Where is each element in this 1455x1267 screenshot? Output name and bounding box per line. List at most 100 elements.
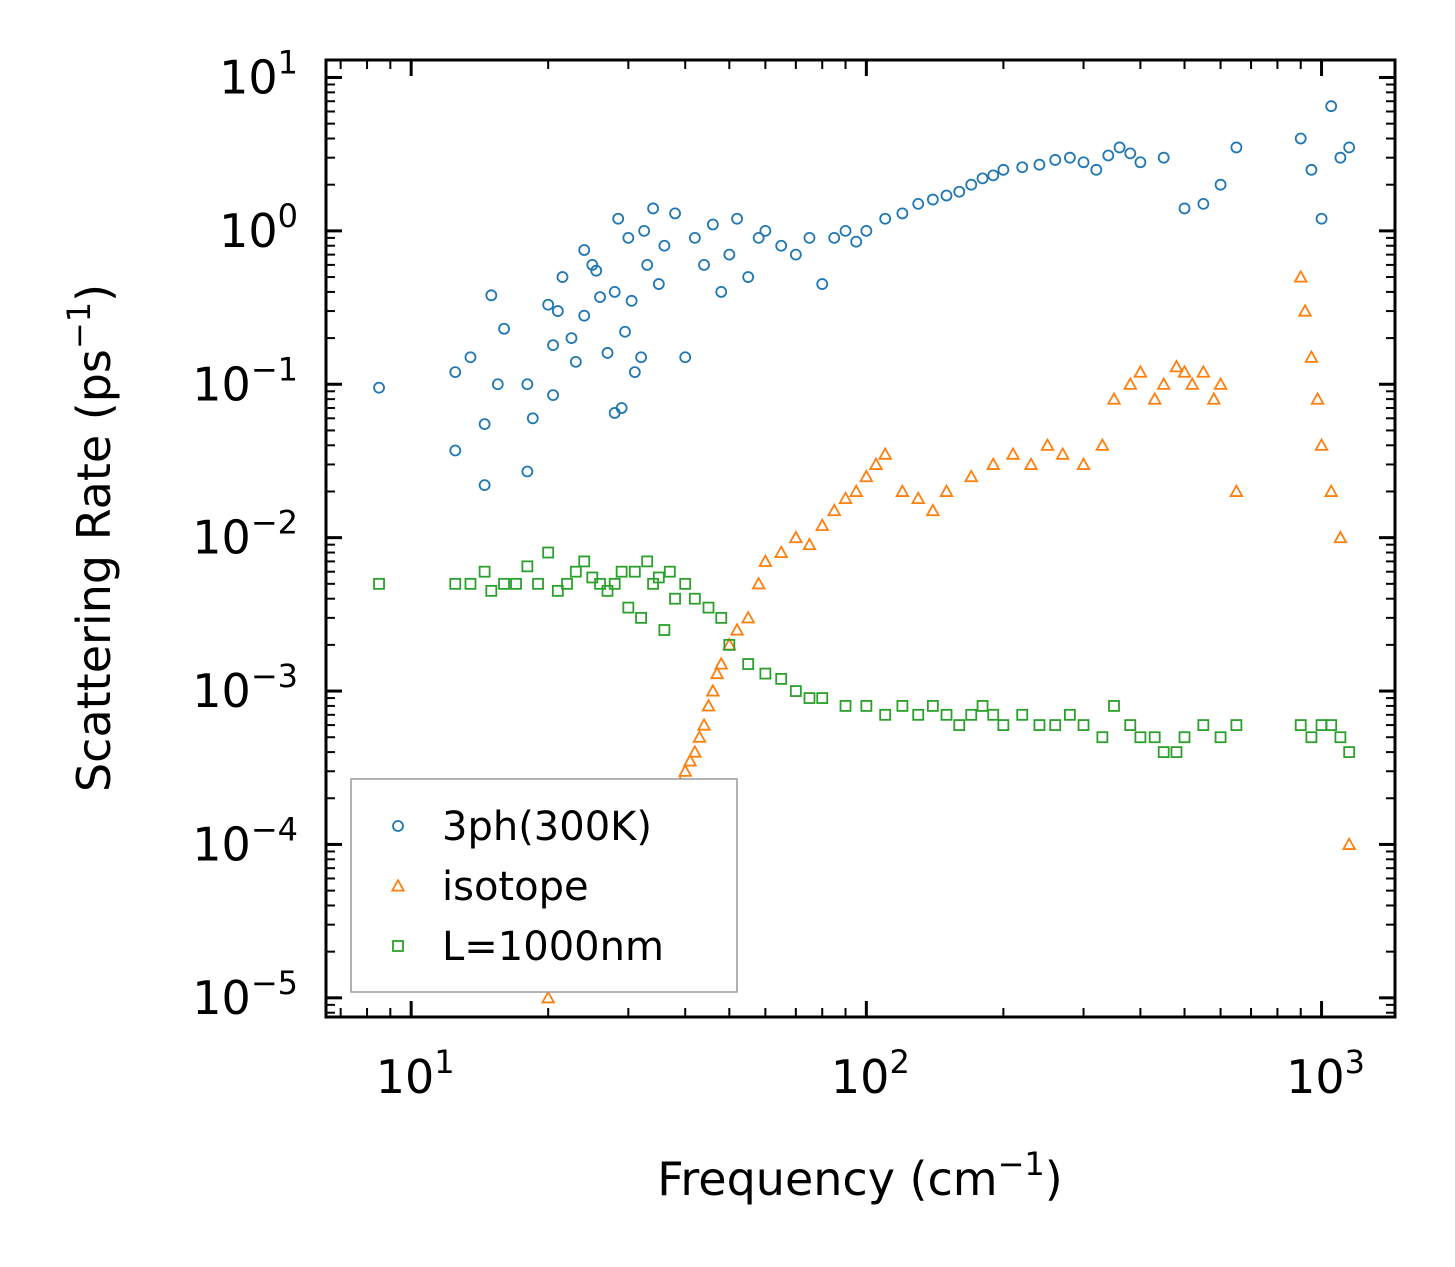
axis-tick-labels: 101 102 103 10−5 10−4 10−3 10−2 10−1 100 101 (192, 43, 1365, 1104)
data-point (1033, 719, 1046, 731)
data-point (1304, 349, 1319, 363)
data-point (939, 483, 954, 497)
data-point (965, 708, 978, 721)
data-point (1230, 719, 1243, 731)
data-point (705, 683, 721, 697)
y-tick-label: 101 (219, 43, 298, 104)
data-point (615, 565, 628, 578)
data-point (803, 231, 816, 244)
data-point (542, 298, 555, 311)
data-point (547, 339, 559, 352)
data-point (1177, 364, 1192, 378)
data-point (578, 309, 591, 322)
data-point (478, 479, 491, 492)
data-point (679, 351, 692, 364)
data-point (601, 347, 614, 359)
data-point (682, 753, 698, 767)
data-point (1333, 530, 1348, 544)
data-point (1108, 700, 1120, 712)
data-point (758, 553, 773, 567)
data-point (1315, 719, 1328, 731)
data-point (976, 172, 989, 185)
data-point (997, 719, 1010, 731)
data-point (1124, 147, 1137, 160)
data-point (1325, 719, 1338, 731)
data-point (556, 271, 569, 283)
data-point (608, 577, 621, 590)
data-point (775, 673, 788, 685)
data-point (1214, 731, 1227, 744)
data-point (1090, 163, 1103, 176)
data-point (464, 351, 477, 364)
data-point (789, 248, 802, 261)
data-point (1197, 719, 1210, 731)
data-point (751, 576, 766, 590)
data-point (590, 264, 603, 277)
y-tick-label: 100 (219, 197, 298, 258)
data-point (987, 708, 1000, 721)
data-point (485, 289, 498, 302)
data-point (619, 325, 631, 338)
data-point (859, 469, 874, 483)
data-point (879, 212, 892, 225)
data-point (1341, 836, 1357, 850)
data-point (773, 544, 789, 559)
data-point (702, 601, 715, 614)
data-point (658, 239, 671, 252)
data-point (1213, 376, 1228, 390)
data-point (1063, 151, 1076, 164)
data-point (663, 565, 676, 578)
data-point (608, 407, 621, 419)
data-point (498, 577, 510, 590)
data-point (1178, 731, 1191, 744)
data-point (868, 456, 884, 470)
data-point (578, 555, 591, 568)
data-point (491, 378, 504, 391)
data-point (940, 189, 953, 202)
data-point (1106, 391, 1122, 405)
data-point (521, 465, 534, 478)
data-point (1077, 719, 1090, 731)
data-point (615, 402, 628, 414)
data-point (953, 719, 966, 731)
data-point (1157, 746, 1170, 758)
data-point (658, 624, 671, 636)
data-point (713, 656, 729, 670)
data-point (1314, 437, 1329, 451)
data-point (635, 611, 648, 624)
data-point (569, 355, 582, 368)
data-point (635, 351, 648, 364)
data-point (723, 638, 736, 651)
data-point (669, 207, 681, 220)
data-point (848, 483, 864, 497)
data-point (677, 763, 693, 777)
data-point (828, 231, 841, 244)
data-point (715, 611, 728, 624)
data-point (1178, 202, 1191, 215)
data-point (1122, 376, 1138, 390)
y-tick-label: 10−3 (192, 657, 298, 718)
data-point (976, 700, 989, 712)
data-point (565, 332, 578, 344)
data-point (561, 577, 573, 590)
data-point (551, 305, 564, 317)
data-point (1305, 731, 1318, 744)
data-point (696, 717, 712, 731)
data-point (625, 294, 638, 307)
data-point (578, 244, 591, 256)
data-point (709, 665, 725, 680)
data-point (775, 239, 788, 252)
x-axis-label: Frequency (cm−1) (657, 1145, 1062, 1206)
data-point (816, 278, 829, 290)
data-point (478, 418, 491, 430)
data-point (532, 577, 544, 590)
data-point (1113, 141, 1126, 154)
data-point (1077, 156, 1090, 169)
data-point (742, 271, 755, 283)
data-point (985, 456, 1001, 470)
data-point (1315, 212, 1328, 225)
data-point (912, 708, 925, 721)
data-point (1184, 376, 1200, 390)
data-point (706, 218, 719, 231)
data-point (1063, 708, 1076, 721)
